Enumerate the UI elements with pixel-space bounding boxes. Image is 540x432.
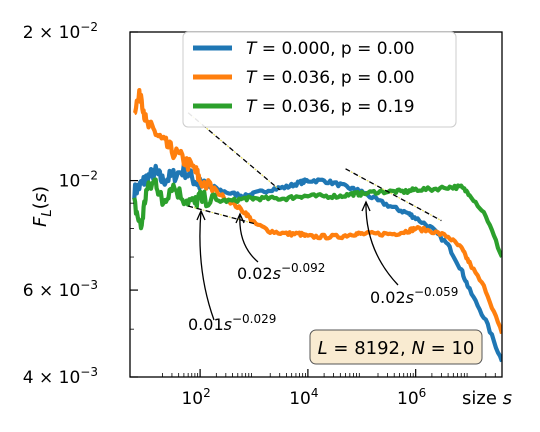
annotation-arrowhead-2 <box>235 212 245 224</box>
annotation-label-2: 0.02s−0.092 <box>237 261 325 283</box>
y-tick-label: 6 × 10−3 <box>23 278 98 301</box>
annotation-arrow-3 <box>365 201 399 286</box>
y-axis-label: FL(s) <box>30 186 55 227</box>
legend-label-2: T = 0.036, p = 0.00 <box>246 68 415 88</box>
legend-label-1: T = 0.000, p = 0.00 <box>246 39 415 59</box>
series-line-2 <box>133 88 502 335</box>
fit-layer <box>187 112 442 225</box>
y-tick-label: 2 × 10−2 <box>23 20 98 43</box>
legend-box <box>182 31 457 128</box>
annotation-label-3: 0.02s−0.059 <box>370 285 458 307</box>
info-box-frame <box>309 329 483 365</box>
legend: T = 0.000, p = 0.00 T = 0.036, p = 0.00 T … <box>182 31 457 128</box>
y-tick-label: 4 × 10−3 <box>23 365 98 388</box>
annotation-arrowhead-1 <box>196 209 206 221</box>
series-layer <box>132 88 502 363</box>
x-tick-label: 104 <box>289 386 318 409</box>
legend-label-3: T = 0.036, p = 0.19 <box>246 97 415 117</box>
tick-layer: 102 104 106 2 × 10−2 10−2 6 × 10−3 4 × 10−3 <box>23 20 503 409</box>
annotation-arrow-2 <box>239 213 259 263</box>
annotation-arrowhead-3 <box>361 200 371 212</box>
fit-line-highlight-1 <box>188 205 255 225</box>
info-box: L = 8192, N = 10 <box>309 329 483 365</box>
series-line-3 <box>132 177 502 258</box>
fit-line-3 <box>345 168 442 222</box>
y-tick-label: 10−2 <box>59 169 98 192</box>
info-box-label: L = 8192, N = 10 <box>318 338 475 359</box>
x-axis-label: size s <box>462 388 512 409</box>
annotation-arrow-1 <box>199 210 215 321</box>
x-tick-label: 102 <box>181 386 210 409</box>
annotation-label-1: 0.01s−0.029 <box>188 312 276 334</box>
x-tick-label: 106 <box>397 386 426 409</box>
axis-labels: size s FL(s) <box>30 186 512 409</box>
series-line-1 <box>132 162 502 363</box>
annotation-layer: 0.01s−0.029 0.02s−0.092 0.02s−0.059 <box>188 200 458 334</box>
